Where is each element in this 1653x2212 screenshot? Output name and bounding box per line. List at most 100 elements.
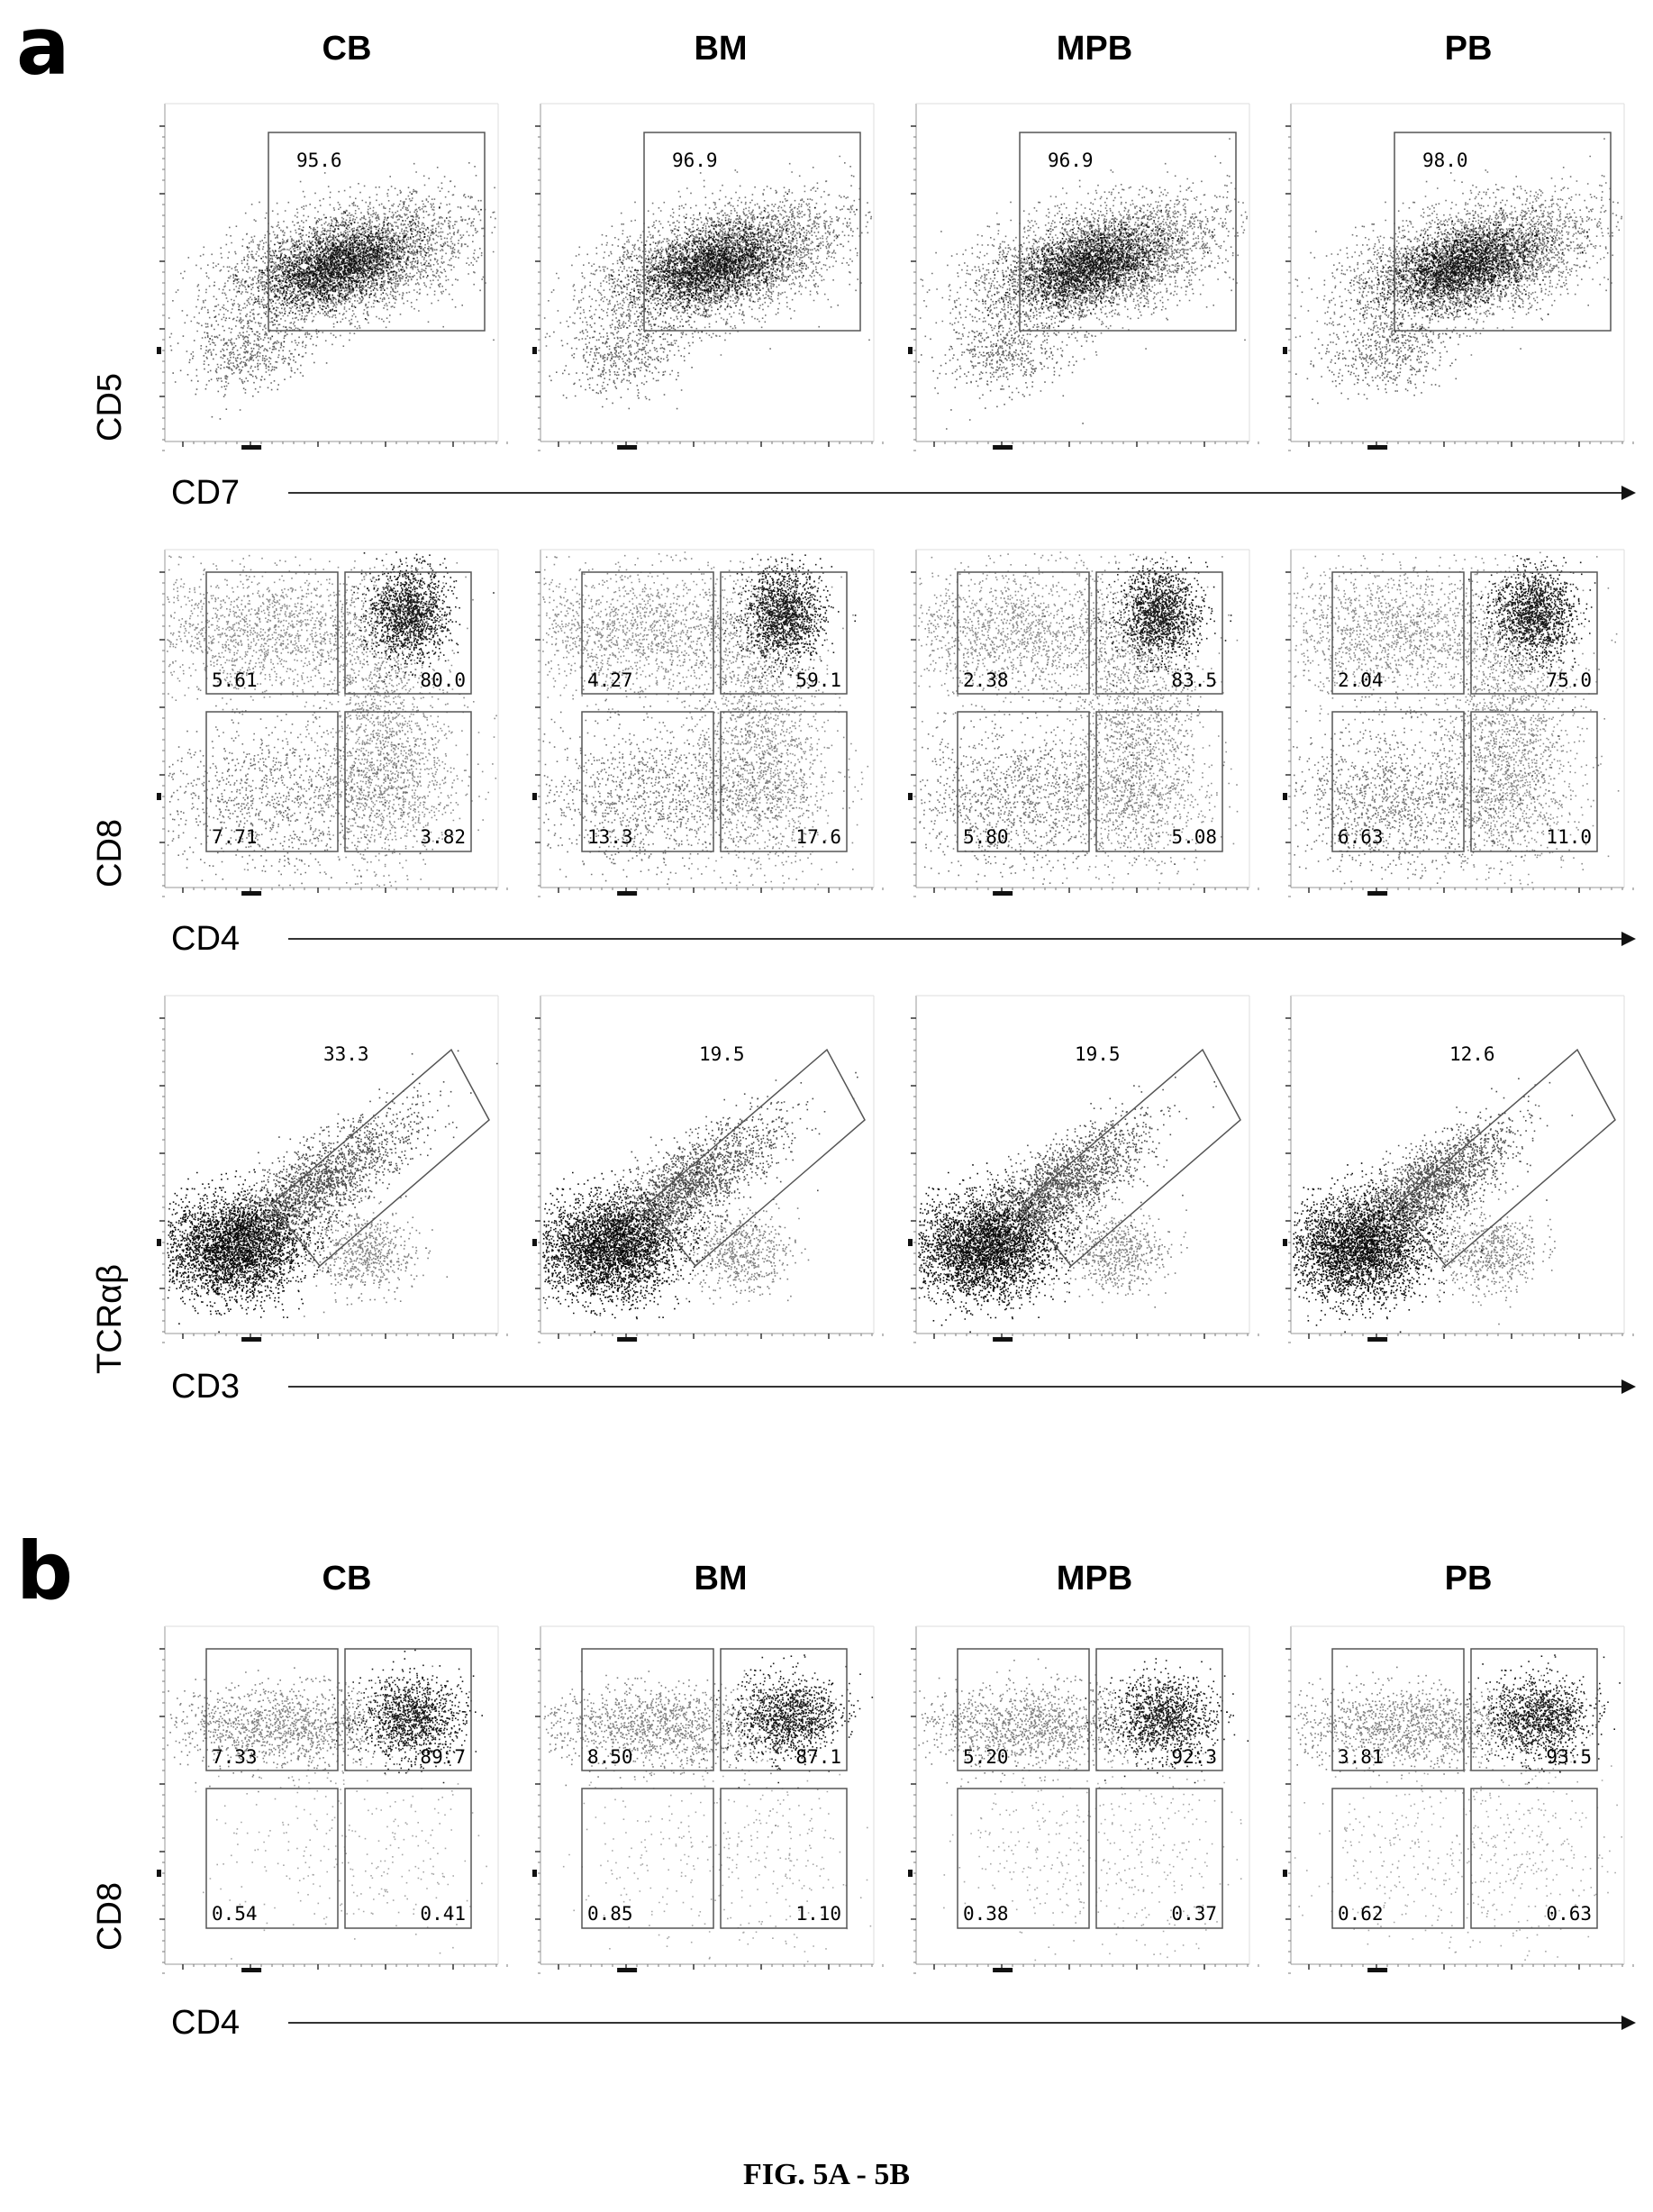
event-dots bbox=[1294, 138, 1622, 405]
event-dots bbox=[167, 1649, 487, 1960]
event-dots bbox=[168, 162, 496, 420]
panel-letter-b: b bbox=[16, 1525, 73, 1617]
gate-value-label: 0.63 bbox=[1546, 1903, 1592, 1925]
column-heading-cb: CB bbox=[322, 30, 372, 68]
gate-value-label: 0.54 bbox=[212, 1903, 258, 1925]
axis-ticks bbox=[1283, 995, 1634, 1343]
y-axis-label: CD8 bbox=[91, 818, 129, 888]
axis-ticks bbox=[908, 1625, 1259, 1974]
gate-value-label: 1.10 bbox=[795, 1903, 841, 1925]
event-dots bbox=[167, 551, 497, 888]
quadrant-gate bbox=[581, 1648, 848, 1929]
gate-value-label: 5.61 bbox=[212, 669, 258, 691]
scatter-plot-pb: 98.0 bbox=[1283, 103, 1634, 451]
column-heading-bm: BM bbox=[694, 30, 748, 68]
x-axis-arrow bbox=[288, 492, 1623, 494]
x-axis-label: CD4 bbox=[171, 2004, 241, 2042]
event-dots bbox=[167, 1050, 498, 1334]
axis-ticks bbox=[532, 1625, 884, 1974]
scatter-plot-mpb: 96.9 bbox=[908, 103, 1259, 451]
scatter-plot-bm: 19.5 bbox=[532, 995, 884, 1343]
scatter-plot-bm: 8.50 87.1 0.85 1.10 bbox=[532, 1625, 884, 1974]
x-axis-label: CD4 bbox=[171, 920, 241, 958]
column-heading-pb: PB bbox=[1444, 30, 1493, 68]
event-dots bbox=[918, 551, 1239, 886]
column-heading-pb: PB bbox=[1444, 1560, 1493, 1598]
scatter-plot-cb: 7.33 89.7 0.54 0.41 bbox=[157, 1625, 508, 1974]
gate-value-label: 95.6 bbox=[296, 150, 342, 171]
rectangle-gate bbox=[643, 132, 861, 332]
scatter-plot-mpb: 19.5 bbox=[908, 995, 1259, 1343]
event-dots bbox=[542, 551, 869, 887]
gate-value-label: 6.63 bbox=[1338, 826, 1384, 848]
arrow-head-icon bbox=[1621, 1379, 1636, 1394]
gate-value-label: 93.5 bbox=[1546, 1746, 1592, 1768]
axis-ticks bbox=[1283, 1625, 1634, 1974]
gate-value-label: 8.50 bbox=[587, 1746, 633, 1768]
event-dots bbox=[918, 1658, 1249, 1962]
column-heading-bm: BM bbox=[694, 1560, 748, 1598]
gate-value-label: 4.27 bbox=[587, 669, 633, 691]
axis-ticks bbox=[532, 103, 884, 451]
x-axis-arrow bbox=[288, 1386, 1623, 1388]
event-dots bbox=[542, 1071, 858, 1334]
panel-letter-a: a bbox=[16, 0, 70, 93]
quadrant-gate bbox=[957, 571, 1223, 852]
gate-value-label: 3.81 bbox=[1338, 1746, 1384, 1768]
axis-ticks bbox=[1283, 549, 1634, 897]
gate-value-label: 96.9 bbox=[1048, 150, 1094, 171]
gate-value-label: 83.5 bbox=[1171, 669, 1217, 691]
diagonal-gate bbox=[269, 1048, 490, 1268]
diagonal-gate bbox=[1395, 1048, 1616, 1268]
quadrant-gate bbox=[957, 1648, 1223, 1929]
axis-ticks bbox=[908, 549, 1259, 897]
gate-value-label: 13.3 bbox=[587, 826, 633, 848]
arrow-head-icon bbox=[1621, 486, 1636, 500]
arrow-head-icon bbox=[1621, 2016, 1636, 2030]
event-dots bbox=[918, 138, 1248, 430]
quadrant-gate bbox=[1331, 571, 1598, 852]
x-axis-arrow bbox=[288, 938, 1623, 940]
gate-value-label: 80.0 bbox=[420, 669, 466, 691]
axis-ticks bbox=[532, 549, 884, 897]
gate-value-label: 11.0 bbox=[1546, 826, 1592, 848]
gate-value-label: 3.82 bbox=[420, 826, 466, 848]
figure-caption: FIG. 5A - 5B bbox=[742, 2158, 911, 2191]
gate-value-label: 5.80 bbox=[963, 826, 1009, 848]
event-dots bbox=[543, 155, 872, 410]
diagonal-gate bbox=[1021, 1048, 1241, 1268]
gate-value-label: 59.1 bbox=[795, 669, 841, 691]
gate-value-label: 2.38 bbox=[963, 669, 1009, 691]
scatter-plot-mpb: 2.38 83.5 5.80 5.08 bbox=[908, 549, 1259, 897]
gate-value-label: 7.71 bbox=[212, 826, 258, 848]
column-heading-cb: CB bbox=[322, 1560, 372, 1598]
axis-ticks bbox=[908, 995, 1259, 1343]
gate-value-label: 7.33 bbox=[212, 1746, 258, 1768]
gate-value-label: 33.3 bbox=[323, 1043, 369, 1065]
rectangle-gate bbox=[268, 132, 486, 332]
gate-value-label: 19.5 bbox=[1075, 1043, 1121, 1065]
axis-ticks bbox=[532, 995, 884, 1343]
axis-ticks bbox=[1283, 103, 1634, 451]
event-dots bbox=[1294, 1654, 1622, 1961]
scatter-plot-pb: 12.6 bbox=[1283, 995, 1634, 1343]
quadrant-gate bbox=[1331, 1648, 1598, 1929]
event-dots bbox=[918, 1076, 1217, 1334]
y-axis-label: CD5 bbox=[91, 372, 129, 441]
column-heading-mpb: MPB bbox=[1056, 1560, 1133, 1598]
scatter-plot-bm: 4.27 59.1 13.3 17.6 bbox=[532, 549, 884, 897]
arrow-head-icon bbox=[1621, 932, 1636, 946]
scatter-plot-pb: 3.81 93.5 0.62 0.63 bbox=[1283, 1625, 1634, 1974]
scatter-plot-cb: 5.61 80.0 7.71 3.82 bbox=[157, 549, 508, 897]
quadrant-gate bbox=[205, 571, 472, 852]
x-axis-label: CD3 bbox=[171, 1368, 241, 1406]
gate-value-label: 92.3 bbox=[1171, 1746, 1217, 1768]
gate-value-label: 19.5 bbox=[699, 1043, 745, 1065]
gate-value-label: 5.08 bbox=[1171, 826, 1217, 848]
axis-ticks bbox=[157, 549, 508, 897]
rectangle-gate bbox=[1394, 132, 1612, 332]
gate-value-label: 0.41 bbox=[420, 1903, 466, 1925]
diagonal-gate bbox=[645, 1048, 866, 1268]
scatter-plot-mpb: 5.20 92.3 0.38 0.37 bbox=[908, 1625, 1259, 1974]
event-dots bbox=[1293, 551, 1620, 886]
